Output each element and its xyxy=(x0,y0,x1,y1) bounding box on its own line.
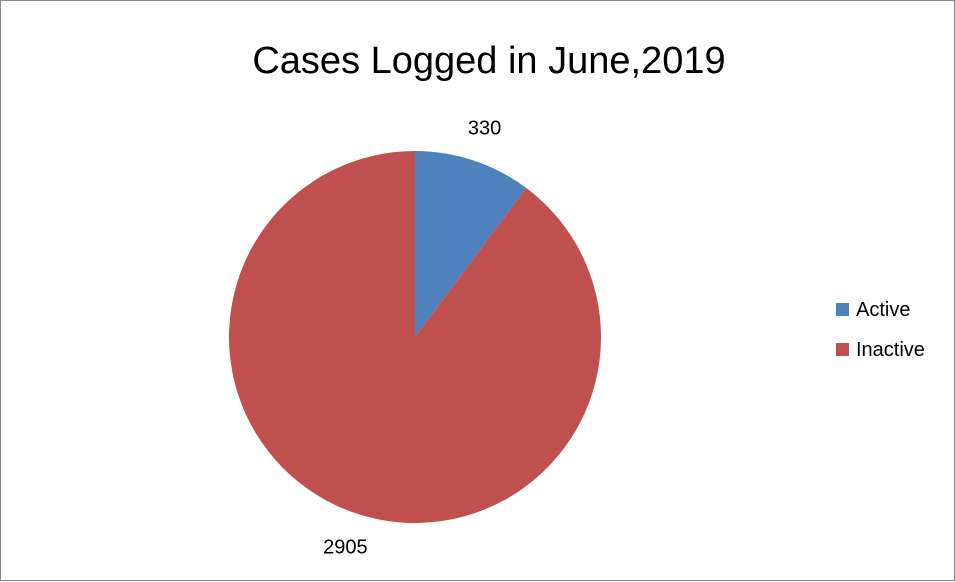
pie-slices xyxy=(228,151,601,523)
legend-label-active: Active xyxy=(856,299,910,321)
legend-swatch-active xyxy=(836,303,849,316)
data-labels: 330 2905 xyxy=(323,117,501,558)
pie-slice-inactive xyxy=(228,151,601,523)
chart-title: Cases Logged in June,2019 xyxy=(252,40,725,82)
data-label-inactive: 2905 xyxy=(323,537,368,559)
pie-slice-active xyxy=(415,151,527,337)
legend: Active Inactive xyxy=(836,299,925,361)
legend-swatch-inactive xyxy=(836,343,849,356)
data-label-active: 330 xyxy=(468,117,501,139)
legend-label-inactive: Inactive xyxy=(856,339,925,361)
